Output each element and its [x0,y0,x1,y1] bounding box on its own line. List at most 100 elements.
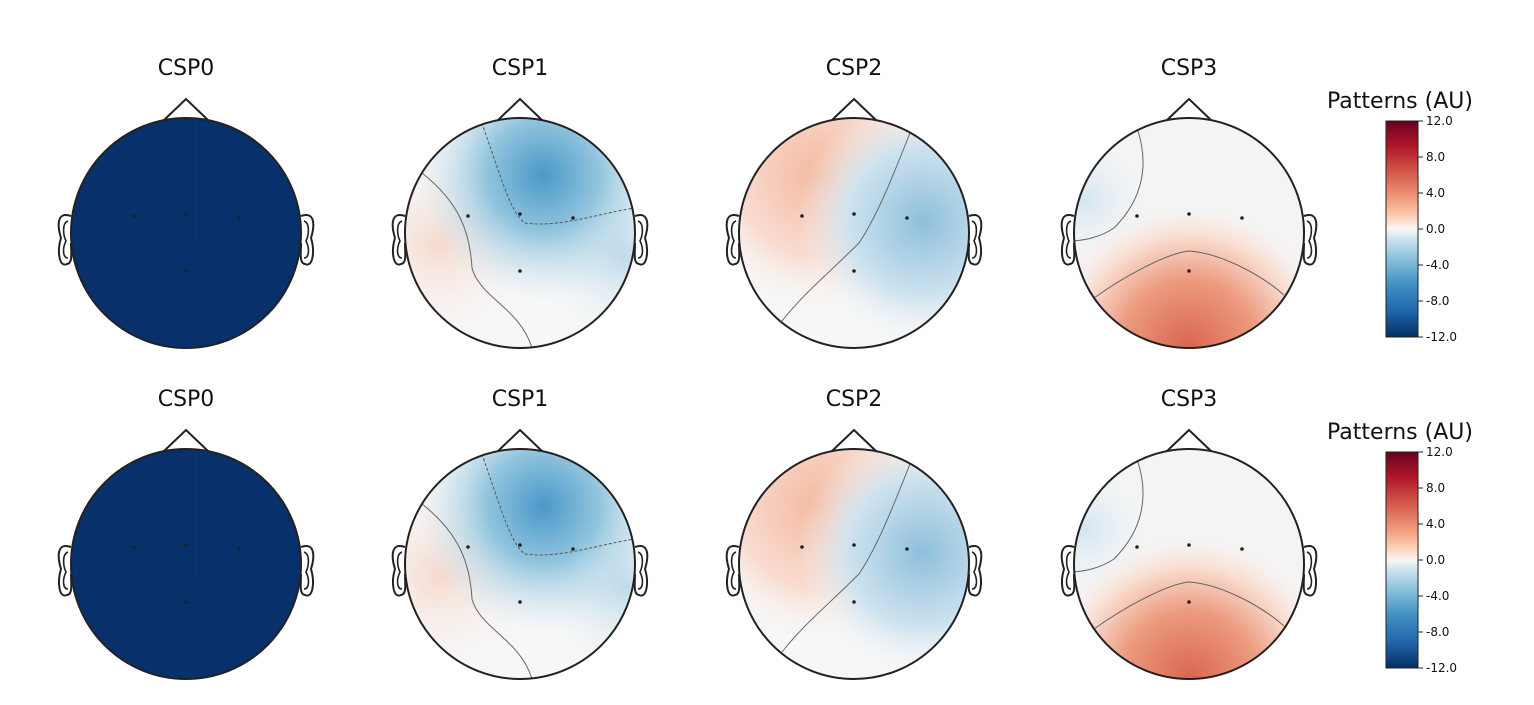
topomap-field [739,118,969,348]
colorbar-tick-label: 12.0 [1426,114,1453,128]
field-fill [71,118,301,348]
nose-outline [830,428,878,453]
head-outline [1073,117,1305,349]
colorbar: Patterns (AU)12.0 8.0 4.0 0.0 -4.0 -8.0 -12.0 [1327,420,1473,675]
colorbar-title: Patterns (AU) [1327,89,1473,114]
topomap-csp2: CSP2 [725,56,983,349]
left-ear-outline [391,544,407,597]
nose-outline [162,97,210,122]
left-ear-outline [1060,544,1076,597]
left-ear-inner [62,551,69,590]
sensor-dot [852,543,856,547]
colorbar-tick-label: -4.0 [1426,589,1449,603]
topomap-title: CSP0 [158,387,215,412]
sensor-dot [1187,212,1191,216]
colorbar-tick-label: -4.0 [1426,258,1449,272]
colorbar-tick-label: -8.0 [1426,625,1449,639]
sensor-dot [800,214,804,218]
sensor-dot [571,216,575,220]
left-ear-outline [725,213,741,266]
right-ear-outline [967,544,983,597]
left-ear-outline [1060,213,1076,266]
contour-zero [781,453,915,653]
sensor-dot [184,543,188,547]
topomap-csp1: CSP1 [391,56,649,349]
contour-zero-left [1074,458,1144,573]
contour-zero [421,172,533,348]
sensor-dot [466,214,470,218]
colorbar-tick-label: 8.0 [1426,481,1445,495]
right-ear-outline [633,213,649,266]
colorbar: Patterns (AU)12.0 8.0 4.0 0.0 -4.0 -8.0 -12.0 [1327,89,1473,344]
left-ear-inner [730,551,737,590]
colorbar-tick-label: -12.0 [1426,330,1457,344]
right-ear-outline [299,213,315,266]
left-ear-outline [57,544,73,597]
right-ear-outline [299,544,315,597]
sensor-dot [132,545,136,549]
right-ear-outline [967,213,983,266]
topomap-csp0: CSP0 [57,387,315,680]
sensor-dot [852,600,856,604]
head-outline [70,117,302,349]
topomap-csp1: CSP1 [391,387,649,680]
sensor-dot [1135,214,1139,218]
head-outline [738,117,970,349]
topomap-field [71,118,301,348]
topomap-title: CSP2 [826,387,883,412]
topomap-field [739,449,969,679]
nose-outline [496,97,544,122]
topomap-row-1: CSP0 CSP1 CSP2 CSP3 Patterns (AU)12.0 8.0 4.0 0… [57,387,1473,680]
nose-outline [830,97,878,122]
field-positive [1074,118,1304,348]
left-ear-inner [1065,220,1072,259]
nose-outline [1165,428,1213,453]
left-ear-inner [730,220,737,259]
nose-outline [496,428,544,453]
sensor-dot [237,547,241,551]
head-outline [70,448,302,680]
sensor-dot [1187,600,1191,604]
left-ear-inner [1065,551,1072,590]
left-ear-outline [57,213,73,266]
right-ear-inner [637,220,644,259]
sensor-dot [1187,543,1191,547]
topomap-title: CSP1 [492,56,549,81]
contour-positive [1093,250,1285,299]
head-outline [1073,448,1305,680]
topomap-title: CSP3 [1161,387,1218,412]
head-outline [404,117,636,349]
right-ear-outline [633,544,649,597]
sensor-dot [852,212,856,216]
contour-positive [1093,581,1285,630]
right-ear-inner [637,551,644,590]
right-ear-inner [971,220,978,259]
sensor-dot [237,216,241,220]
colorbar-title: Patterns (AU) [1327,420,1473,445]
topomap-title: CSP0 [158,56,215,81]
topomap-title: CSP3 [1161,56,1218,81]
nose-outline [1165,97,1213,122]
topomap-csp3: CSP3 [1060,56,1318,349]
right-ear-inner [1306,551,1313,590]
right-ear-inner [303,220,310,259]
colorbar-tick-label: 4.0 [1426,186,1445,200]
sensor-dot [1135,545,1139,549]
topomap-title: CSP2 [826,56,883,81]
topomap-title: CSP1 [492,387,549,412]
topomap-field [1074,449,1304,679]
topomap-csp0: CSP0 [57,56,315,349]
colorbar-tick-label: 0.0 [1426,222,1445,236]
sensor-dot [518,543,522,547]
colorbar-gradient [1385,451,1419,669]
nose-outline [162,428,210,453]
topomap-csp2: CSP2 [725,387,983,680]
contour-zero [781,122,915,322]
contour-negative [479,118,635,225]
colorbar-tick-label: -12.0 [1426,661,1457,675]
right-ear-inner [303,551,310,590]
sensor-dot [571,547,575,551]
right-ear-outline [1302,213,1318,266]
field-negative [405,449,635,679]
